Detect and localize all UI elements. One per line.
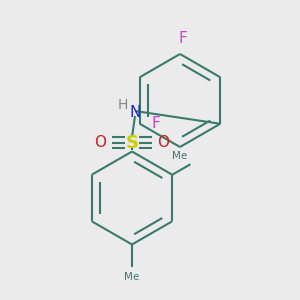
Text: O: O — [158, 135, 169, 150]
Text: F: F — [178, 32, 188, 46]
Text: Me: Me — [124, 272, 140, 281]
Text: H: H — [118, 98, 128, 112]
Text: Me: Me — [172, 151, 188, 161]
Text: O: O — [94, 135, 106, 150]
Text: N: N — [129, 105, 141, 120]
Text: F: F — [152, 116, 161, 131]
Text: S: S — [125, 134, 139, 152]
